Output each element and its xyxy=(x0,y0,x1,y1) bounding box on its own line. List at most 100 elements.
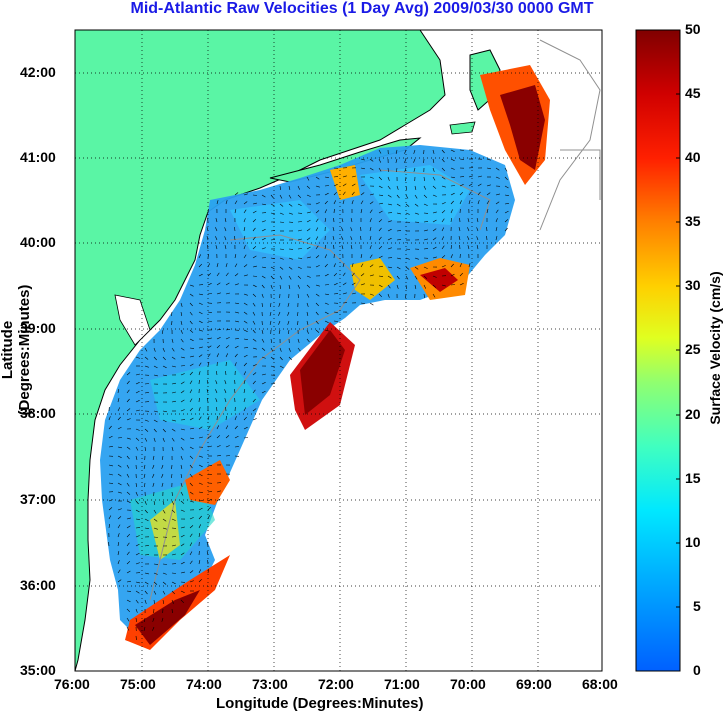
velocity-vector xyxy=(342,282,347,286)
velocity-vector xyxy=(477,175,482,178)
velocity-vector xyxy=(278,311,281,316)
velocity-vector xyxy=(161,329,164,334)
y-tick-label: 40:00 xyxy=(20,234,56,250)
velocity-vector xyxy=(432,275,437,278)
velocity-vector xyxy=(441,167,446,172)
velocity-vector xyxy=(288,329,290,334)
velocity-vector xyxy=(234,362,237,367)
velocity-patch xyxy=(150,360,260,430)
velocity-vector xyxy=(297,293,299,299)
velocity-vector xyxy=(189,491,194,495)
velocity-vector xyxy=(396,185,399,190)
velocity-vector xyxy=(269,311,272,316)
velocity-vector xyxy=(144,437,148,442)
velocity-vector xyxy=(198,500,204,502)
velocity-vector xyxy=(459,272,464,277)
velocity-vector xyxy=(216,337,221,340)
velocity-vector xyxy=(117,542,120,547)
velocity-vector xyxy=(405,275,409,280)
velocity-vector xyxy=(450,185,456,187)
velocity-vector xyxy=(261,390,266,394)
velocity-vector xyxy=(126,542,130,547)
velocity-vector xyxy=(243,320,248,324)
velocity-vector xyxy=(468,175,473,178)
velocity-vector xyxy=(189,407,193,412)
velocity-vector xyxy=(153,599,155,604)
velocity-vector xyxy=(450,192,455,196)
velocity-vector xyxy=(189,347,195,349)
velocity-vector xyxy=(270,347,274,352)
velocity-vector xyxy=(144,509,148,514)
velocity-vector xyxy=(206,551,209,556)
velocity-vector xyxy=(279,185,281,190)
velocity-vector xyxy=(495,209,499,214)
velocity-vector xyxy=(224,236,227,241)
velocity-vector xyxy=(162,599,165,604)
velocity-vector xyxy=(467,245,470,250)
x-tick-label: 74:00 xyxy=(186,676,222,692)
velocity-vector xyxy=(207,311,212,313)
velocity-vector xyxy=(459,191,464,196)
velocity-vector xyxy=(333,244,335,250)
velocity-vector xyxy=(198,507,203,511)
velocity-vector xyxy=(405,185,407,190)
velocity-vector xyxy=(207,208,209,214)
velocity-vector xyxy=(441,176,446,180)
velocity-vector xyxy=(243,380,246,385)
velocity-vector xyxy=(153,374,158,377)
velocity-vector xyxy=(441,255,446,259)
velocity-vector xyxy=(360,158,365,161)
velocity-vector xyxy=(261,356,266,359)
velocity-vector xyxy=(225,370,227,376)
velocity-vector xyxy=(441,149,445,154)
velocity-vector xyxy=(423,275,428,279)
velocity-vector xyxy=(198,464,203,468)
velocity-vector xyxy=(198,515,202,520)
velocity-vector xyxy=(413,149,416,154)
velocity-vector xyxy=(224,245,227,250)
velocity-vector xyxy=(234,235,236,241)
velocity-vector xyxy=(135,428,140,431)
velocity-vector xyxy=(189,371,193,376)
velocity-vector xyxy=(216,425,220,430)
velocity-vector xyxy=(378,149,382,154)
velocity-vector xyxy=(504,210,509,214)
velocity-vector xyxy=(207,473,212,475)
velocity-vector xyxy=(396,284,399,289)
velocity-vector xyxy=(450,245,452,250)
velocity-vector xyxy=(369,209,373,214)
velocity-vector xyxy=(189,437,194,439)
velocity-vector xyxy=(171,400,176,403)
velocity-vector xyxy=(378,255,383,259)
velocity-vector xyxy=(189,380,193,385)
velocity-vector xyxy=(171,391,176,394)
velocity-vector xyxy=(396,212,401,215)
depth-contour xyxy=(560,149,601,200)
velocity-vector xyxy=(423,238,428,241)
velocity-vector xyxy=(117,398,120,403)
velocity-vector xyxy=(441,202,446,205)
velocity-vector xyxy=(405,176,407,182)
velocity-vector xyxy=(450,149,455,152)
velocity-vector xyxy=(432,256,437,259)
colorbar-tick-label: 25 xyxy=(685,341,701,357)
velocity-vector xyxy=(243,218,246,223)
velocity-vector xyxy=(180,571,185,574)
velocity-vector xyxy=(306,302,309,307)
velocity-vector xyxy=(288,203,293,207)
velocity-vector xyxy=(315,210,320,214)
velocity-vector xyxy=(396,257,401,260)
velocity-vector xyxy=(450,263,454,268)
velocity-vector xyxy=(198,455,203,458)
velocity-vector xyxy=(198,371,201,376)
velocity-vector xyxy=(135,446,139,451)
velocity-vector xyxy=(315,329,320,333)
velocity-vector xyxy=(153,563,159,565)
velocity-vector xyxy=(144,347,148,352)
velocity-vector xyxy=(297,221,303,223)
velocity-vector xyxy=(126,418,131,421)
velocity-vector xyxy=(189,320,193,325)
velocity-vector xyxy=(278,320,281,325)
velocity-vector xyxy=(504,167,508,172)
velocity-vector xyxy=(162,347,165,352)
